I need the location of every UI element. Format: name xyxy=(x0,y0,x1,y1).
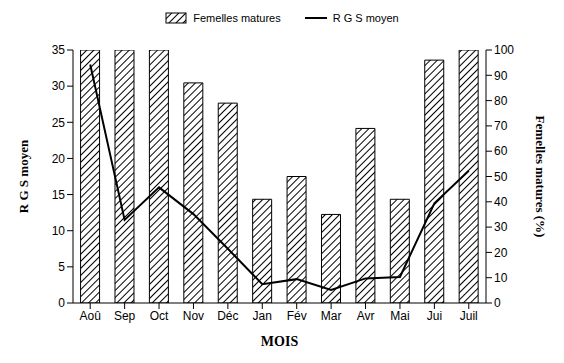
svg-text:30: 30 xyxy=(52,79,66,93)
svg-text:0: 0 xyxy=(494,296,501,310)
svg-text:Nov: Nov xyxy=(183,309,204,323)
svg-text:80: 80 xyxy=(494,94,508,108)
svg-text:20: 20 xyxy=(494,246,508,260)
svg-text:Fév: Fév xyxy=(287,309,307,323)
svg-text:Jan: Jan xyxy=(253,309,272,323)
svg-text:R G S moyen: R G S moyen xyxy=(16,139,31,213)
svg-text:Mai: Mai xyxy=(390,309,409,323)
svg-text:35: 35 xyxy=(52,43,66,57)
svg-text:Juil: Juil xyxy=(460,309,478,323)
svg-text:Oct: Oct xyxy=(150,309,169,323)
html-text:R G S moyen: R G S moyen xyxy=(332,12,399,24)
svg-text:Mar: Mar xyxy=(321,309,342,323)
svg-text:40: 40 xyxy=(494,195,508,209)
svg-text:50: 50 xyxy=(494,170,508,184)
svg-text:30: 30 xyxy=(494,220,508,234)
svg-text:20: 20 xyxy=(52,152,66,166)
svg-text:Déc: Déc xyxy=(217,309,238,323)
svg-text:Avr: Avr xyxy=(357,309,375,323)
svg-text:Sep: Sep xyxy=(114,309,136,323)
svg-text:Jui: Jui xyxy=(427,309,442,323)
svg-text:MOIS: MOIS xyxy=(261,334,299,349)
svg-text:0: 0 xyxy=(58,296,65,310)
html-text:Femelles matures: Femelles matures xyxy=(193,12,281,24)
svg-text:60: 60 xyxy=(494,144,508,158)
svg-text:5: 5 xyxy=(58,260,65,274)
svg-text:25: 25 xyxy=(52,116,66,130)
svg-text:90: 90 xyxy=(494,69,508,83)
svg-text:Femelles matures (%): Femelles matures (%) xyxy=(533,116,548,238)
svg-text:10: 10 xyxy=(52,224,66,238)
svg-text:70: 70 xyxy=(494,119,508,133)
svg-text:Aoû: Aoû xyxy=(80,309,101,323)
svg-text:10: 10 xyxy=(494,271,508,285)
svg-text:15: 15 xyxy=(52,188,66,202)
svg-text:100: 100 xyxy=(494,43,514,57)
